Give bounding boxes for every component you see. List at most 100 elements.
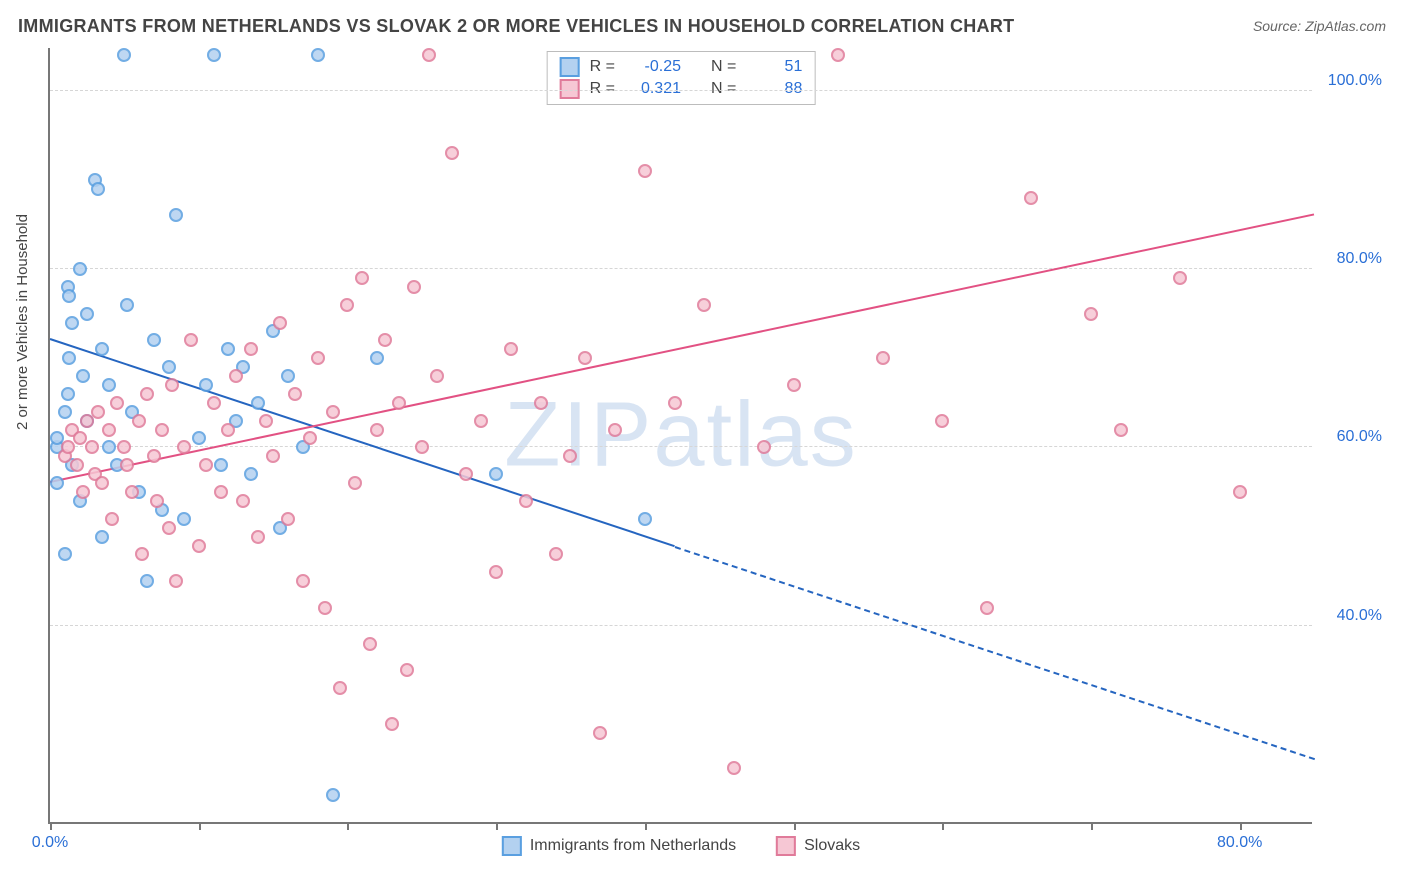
data-point (102, 423, 116, 437)
data-point (192, 431, 206, 445)
data-point (534, 396, 548, 410)
x-tick (199, 822, 201, 830)
y-tick-label: 40.0% (1318, 607, 1382, 625)
chart-title: IMMIGRANTS FROM NETHERLANDS VS SLOVAK 2 … (18, 16, 1014, 37)
data-point (363, 637, 377, 651)
data-point (251, 396, 265, 410)
legend-bottom: Immigrants from Netherlands Slovaks (502, 836, 860, 856)
gridline (50, 625, 1312, 626)
x-tick-label: 80.0% (1217, 834, 1262, 852)
legend-item-netherlands: Immigrants from Netherlands (502, 836, 736, 856)
data-point (125, 485, 139, 499)
data-point (273, 316, 287, 330)
data-point (102, 440, 116, 454)
data-point (608, 423, 622, 437)
data-point (221, 423, 235, 437)
data-point (474, 414, 488, 428)
data-point (326, 788, 340, 802)
n-value-netherlands: 51 (746, 58, 802, 76)
data-point (326, 405, 340, 419)
data-point (132, 414, 146, 428)
r-value-netherlands: -0.25 (625, 58, 681, 76)
data-point (192, 539, 206, 553)
data-point (61, 440, 75, 454)
data-point (430, 369, 444, 383)
data-point (251, 530, 265, 544)
data-point (73, 262, 87, 276)
scatter-plot-area: ZIPatlas R = -0.25 N = 51 R = 0.321 N = … (48, 48, 1312, 824)
data-point (348, 476, 362, 490)
x-tick (1240, 822, 1242, 830)
legend-stats-box: R = -0.25 N = 51 R = 0.321 N = 88 (547, 51, 816, 105)
data-point (177, 512, 191, 526)
data-point (50, 476, 64, 490)
data-point (638, 512, 652, 526)
legend-swatch-netherlands-icon (502, 836, 522, 856)
data-point (281, 512, 295, 526)
data-point (80, 307, 94, 321)
data-point (697, 298, 711, 312)
data-point (95, 530, 109, 544)
data-point (162, 521, 176, 535)
data-point (935, 414, 949, 428)
data-point (140, 574, 154, 588)
data-point (1024, 191, 1038, 205)
data-point (62, 289, 76, 303)
data-point (563, 449, 577, 463)
data-point (445, 146, 459, 160)
data-point (489, 467, 503, 481)
data-point (549, 547, 563, 561)
data-point (266, 449, 280, 463)
y-axis-label: 2 or more Vehicles in Household (14, 214, 31, 430)
data-point (392, 396, 406, 410)
data-point (184, 333, 198, 347)
data-point (311, 351, 325, 365)
data-point (110, 396, 124, 410)
data-point (70, 458, 84, 472)
data-point (370, 423, 384, 437)
x-tick (645, 822, 647, 830)
data-point (1173, 271, 1187, 285)
data-point (415, 440, 429, 454)
data-point (578, 351, 592, 365)
watermark: ZIPatlas (504, 383, 857, 488)
data-point (214, 458, 228, 472)
data-point (91, 182, 105, 196)
data-point (65, 316, 79, 330)
data-point (593, 726, 607, 740)
data-point (876, 351, 890, 365)
y-tick-label: 60.0% (1318, 428, 1382, 446)
data-point (147, 449, 161, 463)
y-tick-label: 100.0% (1318, 72, 1382, 90)
data-point (207, 396, 221, 410)
data-point (169, 574, 183, 588)
data-point (147, 333, 161, 347)
legend-swatch-slovaks-icon (776, 836, 796, 856)
data-point (135, 547, 149, 561)
data-point (162, 360, 176, 374)
data-point (296, 574, 310, 588)
x-tick (347, 822, 349, 830)
data-point (303, 431, 317, 445)
data-point (333, 681, 347, 695)
legend-item-slovaks: Slovaks (776, 836, 860, 856)
data-point (311, 48, 325, 62)
trendline (674, 546, 1314, 760)
x-tick-label: 0.0% (32, 834, 68, 852)
data-point (281, 369, 295, 383)
data-point (400, 663, 414, 677)
data-point (504, 342, 518, 356)
data-point (668, 396, 682, 410)
data-point (385, 717, 399, 731)
data-point (169, 208, 183, 222)
trendline (50, 214, 1314, 484)
legend-label-slovaks: Slovaks (804, 837, 860, 855)
data-point (259, 414, 273, 428)
data-point (155, 423, 169, 437)
gridline (50, 268, 1312, 269)
data-point (102, 378, 116, 392)
data-point (422, 48, 436, 62)
data-point (355, 271, 369, 285)
data-point (787, 378, 801, 392)
data-point (1114, 423, 1128, 437)
